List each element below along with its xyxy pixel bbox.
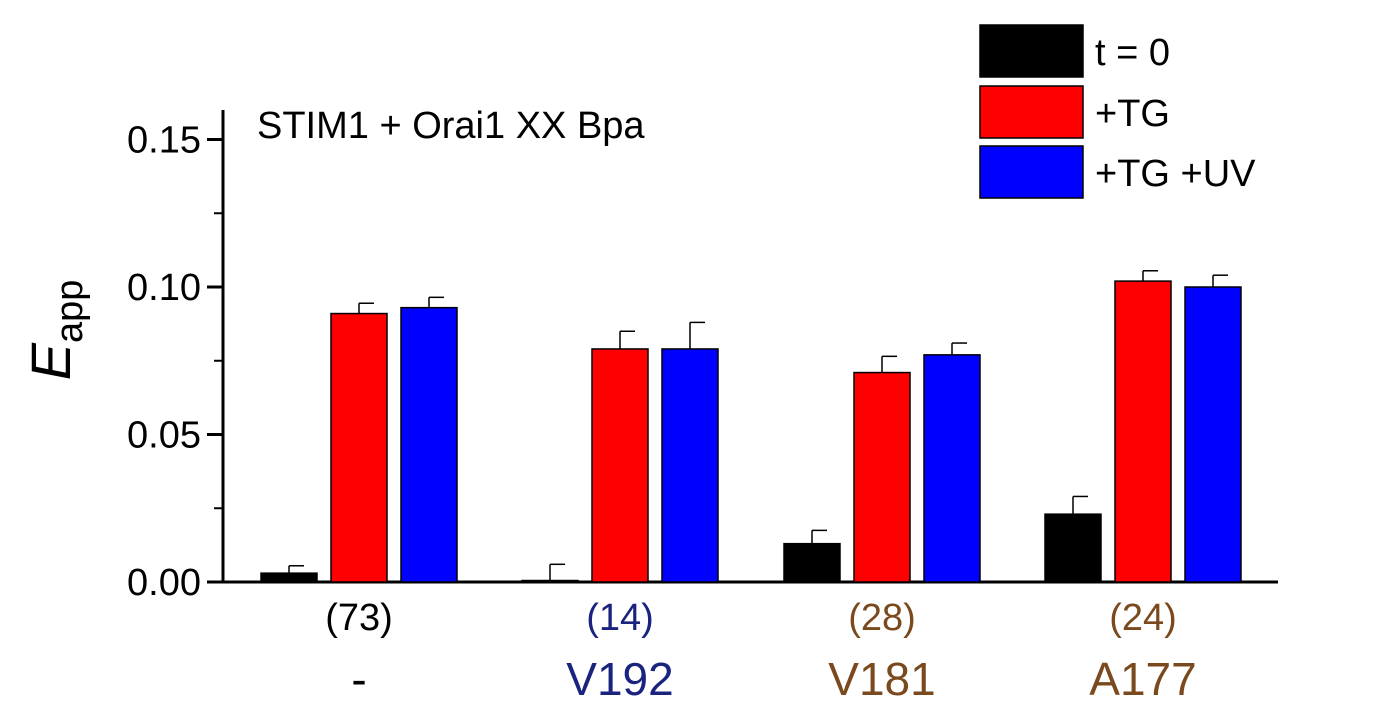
group-label: V181 bbox=[828, 653, 935, 705]
bar bbox=[661, 348, 719, 583]
legend-label: +TG +UV bbox=[1095, 153, 1256, 195]
group-label: A177 bbox=[1089, 653, 1196, 705]
y-tick-label: 0.10 bbox=[127, 267, 201, 309]
group-count-label: (73) bbox=[325, 597, 393, 639]
legend-label: t = 0 bbox=[1095, 32, 1170, 74]
legend-label: +TG bbox=[1095, 93, 1170, 135]
bar bbox=[521, 579, 579, 583]
legend-swatch bbox=[979, 24, 1084, 78]
bar bbox=[330, 312, 388, 583]
group-count-label: (28) bbox=[848, 597, 916, 639]
group-label: V192 bbox=[566, 653, 673, 705]
bar bbox=[1044, 513, 1102, 583]
y-tick-label: 0.00 bbox=[127, 562, 201, 604]
bar bbox=[591, 348, 649, 583]
group-count-label: (14) bbox=[586, 597, 654, 639]
bar bbox=[853, 371, 911, 583]
group-label: - bbox=[351, 653, 366, 705]
group-count-label: (24) bbox=[1109, 597, 1177, 639]
y-axis-label-main: E bbox=[19, 342, 82, 380]
bar bbox=[923, 354, 981, 583]
bar bbox=[1114, 280, 1172, 583]
legend-swatch bbox=[979, 145, 1084, 199]
y-axis-label-sub: app bbox=[49, 280, 91, 343]
y-tick-label: 0.05 bbox=[127, 415, 201, 457]
legend-swatch bbox=[979, 85, 1084, 139]
bar bbox=[400, 306, 458, 583]
y-axis-label: Eapp bbox=[19, 280, 91, 381]
plot-area: 0.00 0.05 0.10 0.15 (73) - (14) V192 (28) V181 (24… bbox=[127, 110, 1278, 705]
bar bbox=[1184, 286, 1242, 583]
bar bbox=[783, 542, 841, 583]
y-tick-label: 0.15 bbox=[127, 120, 201, 162]
bar bbox=[260, 572, 318, 583]
legend: t = 0 +TG +TG +UV bbox=[979, 24, 1256, 199]
chart-annotation: STIM1 + Orai1 XX Bpa bbox=[257, 105, 645, 147]
